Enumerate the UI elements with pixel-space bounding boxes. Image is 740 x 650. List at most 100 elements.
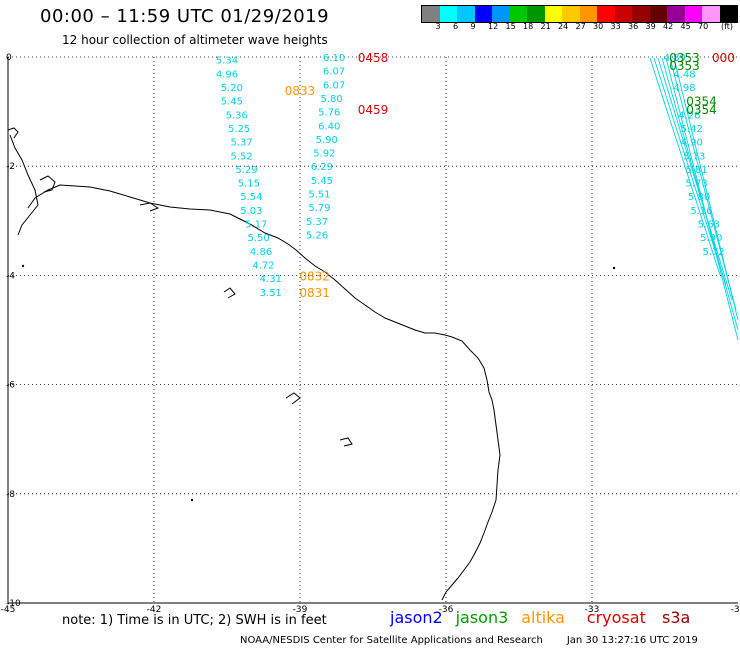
pass-time-label: 0354	[686, 95, 717, 109]
island-outline	[7, 127, 19, 139]
lat-tick-label: -6	[6, 381, 15, 391]
swh-value-label: 6.29	[311, 162, 333, 173]
color-swatch	[614, 6, 632, 22]
color-swatch	[439, 6, 457, 22]
page-title: 00:00 – 11:59 UTC 01/29/2019	[40, 6, 330, 27]
color-swatch	[562, 6, 580, 22]
color-swatch	[719, 6, 737, 22]
color-scale-tick: 6	[453, 22, 459, 31]
lat-tick-label: -8	[6, 490, 15, 500]
swh-value-label: 5.73	[683, 151, 705, 162]
footer-note: note: 1) Time is in UTC; 2) SWH is in fe…	[62, 613, 327, 628]
swh-value-label: 4.26	[678, 110, 700, 121]
color-swatch	[544, 6, 562, 22]
legend-entry: cryosat	[586, 608, 646, 627]
island-outline	[139, 202, 160, 212]
satellite-track-line	[673, 57, 739, 321]
swh-value-label: 5.73	[686, 179, 708, 190]
swh-value-label: 5.42	[681, 124, 703, 135]
color-swatch	[579, 6, 597, 22]
color-scale-tick: 9	[470, 22, 476, 31]
swh-value-label: 5.79	[308, 203, 330, 214]
lon-tick-label: -45	[1, 605, 16, 615]
pass-time-label: 0459	[358, 103, 389, 117]
color-swatch	[684, 6, 702, 22]
swh-value-label: 4.86	[250, 247, 272, 258]
swh-value-label: 5.80	[321, 94, 343, 105]
color-scale-tick: 39	[645, 22, 656, 31]
swh-value-label: 4.48	[673, 69, 695, 80]
legend-entry: s3a	[662, 608, 691, 627]
satellite-track-line	[665, 57, 739, 341]
credit-text: NOAA/NESDIS Center for Satellite Applica…	[240, 635, 543, 646]
color-scale-tick: 30	[593, 22, 604, 31]
swh-value-label: 6.40	[318, 121, 340, 132]
islet-marker	[190, 498, 194, 502]
legend-entry: jason2	[390, 608, 443, 627]
lon-tick-label: -39	[293, 605, 308, 615]
swh-value-label: 5.90	[316, 135, 338, 146]
pass-time-label: 0353	[669, 51, 700, 65]
color-swatch	[527, 6, 545, 22]
island-outline	[223, 287, 236, 299]
swh-value-label: 4.31	[260, 274, 282, 285]
color-scale-tick: 18	[523, 22, 534, 31]
swh-value-label: 5.45	[221, 97, 243, 108]
swh-value-label: 5.72	[703, 247, 725, 258]
swh-value-label: 5.81	[686, 165, 708, 176]
swh-value-label: 4.96	[216, 69, 238, 80]
lat-tick-label: -2	[6, 162, 15, 172]
color-swatch	[702, 6, 720, 22]
color-swatch	[632, 6, 650, 22]
lon-tick-label: -42	[147, 605, 162, 615]
page-subtitle: 12 hour collection of altimeter wave hei…	[62, 33, 328, 47]
swh-value-label: 5.17	[245, 220, 267, 231]
swh-value-label: 5.76	[318, 108, 340, 119]
swh-value-label: 5.26	[306, 230, 328, 241]
swh-value-label: 5.90	[700, 233, 722, 244]
swh-value-label: 3.51	[260, 288, 282, 299]
swh-value-label: 4.90	[681, 138, 703, 149]
swh-value-label: 5.29	[235, 165, 257, 176]
color-scale-tick: 70	[698, 22, 709, 31]
color-swatch	[597, 6, 615, 22]
color-scale-tick: 21	[540, 22, 551, 31]
satellite-track-line	[649, 57, 721, 276]
pass-time-label: 0458	[358, 51, 389, 65]
swh-value-label: 4.98	[673, 83, 695, 94]
swh-value-label: 6.10	[323, 53, 345, 64]
lat-tick-label: -10	[6, 599, 21, 609]
pass-time-label: 0353	[669, 59, 700, 73]
swh-value-label: 5.51	[308, 190, 330, 201]
pass-time-label: 0354	[686, 103, 717, 117]
island-outline	[339, 437, 353, 447]
lat-tick-label: 0	[6, 53, 12, 63]
color-swatch	[667, 6, 685, 22]
swh-value-label: 5.20	[221, 83, 243, 94]
color-scale-tick: 33	[610, 22, 621, 31]
color-scale-tick: 24	[558, 22, 569, 31]
color-swatch	[457, 6, 475, 22]
island-outline	[39, 175, 56, 193]
swh-value-label: 6.07	[323, 80, 345, 91]
lon-tick-label: -36	[439, 605, 454, 615]
coastline-north	[9, 134, 39, 236]
islet-marker	[21, 264, 25, 268]
swh-value-label: 5.54	[240, 192, 262, 203]
swh-value-label: 5.03	[240, 206, 262, 217]
pass-time-label: 000	[712, 51, 735, 65]
swh-value-label: 5.15	[238, 179, 260, 190]
lon-tick-label: -33	[585, 605, 600, 615]
pass-time-label: 0831	[299, 286, 330, 300]
swh-value-label: 4.72	[252, 260, 274, 271]
swh-value-label: 6.07	[323, 67, 345, 78]
islet-marker	[612, 266, 616, 270]
color-scale-tick: 15	[505, 22, 516, 31]
color-scale-tick: 42	[663, 22, 674, 31]
swh-value-label: 5.63	[698, 220, 720, 231]
pass-time-label: 0833	[285, 84, 316, 98]
color-swatch	[649, 6, 667, 22]
swh-value-label: 5.34	[216, 56, 238, 67]
swh-value-label: 5.25	[228, 124, 250, 135]
